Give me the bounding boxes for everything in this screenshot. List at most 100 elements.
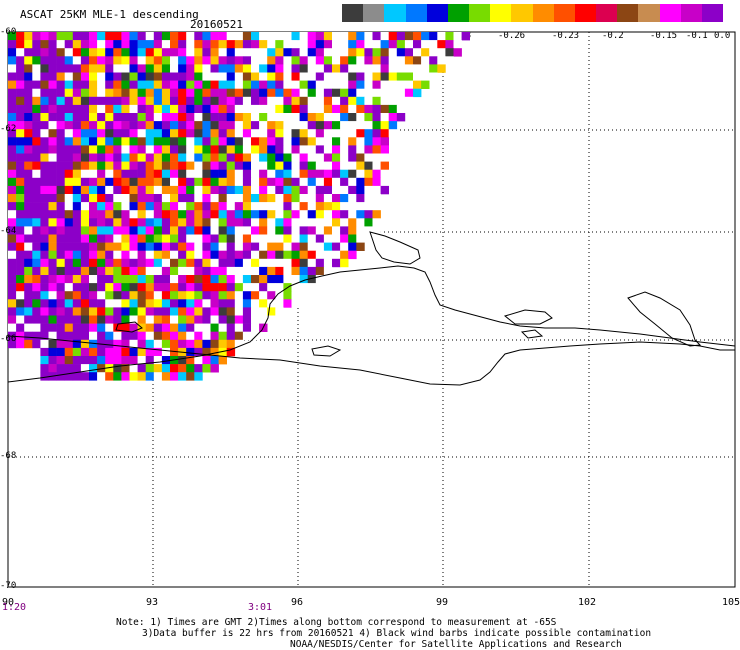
data-cell bbox=[194, 210, 203, 219]
data-cell bbox=[32, 72, 41, 81]
data-cell bbox=[259, 242, 268, 251]
data-cell bbox=[121, 32, 130, 41]
data-cell bbox=[242, 161, 252, 170]
data-cell bbox=[218, 210, 227, 219]
data-cell bbox=[121, 202, 130, 211]
data-cell bbox=[275, 307, 284, 316]
data-cell bbox=[364, 113, 373, 122]
data-cell bbox=[307, 169, 317, 179]
data-cell bbox=[137, 266, 146, 276]
data-cell bbox=[16, 48, 25, 57]
data-cell bbox=[137, 218, 146, 227]
data-cell bbox=[218, 323, 227, 332]
data-cell bbox=[210, 356, 219, 365]
data-cell bbox=[145, 364, 155, 373]
data-cell bbox=[89, 234, 98, 243]
data-cell bbox=[137, 347, 146, 357]
data-cell bbox=[291, 283, 300, 292]
data-cell bbox=[275, 121, 284, 130]
data-cell bbox=[202, 234, 211, 243]
data-cell bbox=[242, 226, 252, 235]
data-cell bbox=[113, 80, 122, 89]
data-cell bbox=[194, 242, 203, 251]
data-cell bbox=[291, 64, 300, 73]
data-cell bbox=[283, 32, 292, 41]
data-cell bbox=[89, 283, 98, 292]
data-cell bbox=[105, 177, 114, 187]
data-cell bbox=[251, 258, 260, 268]
data-cell bbox=[234, 323, 244, 332]
data-cell bbox=[291, 72, 300, 81]
data-cell bbox=[16, 32, 25, 41]
data-cell bbox=[64, 266, 74, 276]
data-cell bbox=[202, 266, 211, 276]
data-cell bbox=[259, 48, 268, 57]
data-cell bbox=[234, 242, 244, 251]
data-cell bbox=[145, 202, 155, 211]
data-cell bbox=[210, 258, 219, 268]
color-scale-swatch bbox=[574, 4, 597, 22]
color-scale-swatch bbox=[342, 4, 364, 22]
data-cell bbox=[80, 234, 90, 243]
data-cell bbox=[178, 121, 187, 130]
data-cell bbox=[137, 275, 146, 284]
data-cell bbox=[8, 283, 17, 292]
data-cell bbox=[170, 64, 179, 73]
data-cell bbox=[105, 331, 114, 341]
data-cell bbox=[323, 250, 333, 260]
data-cell bbox=[129, 291, 138, 300]
data-cell bbox=[16, 307, 25, 316]
data-cell bbox=[299, 161, 308, 170]
data-cell bbox=[32, 194, 41, 203]
data-cell bbox=[372, 137, 381, 146]
data-cell bbox=[186, 275, 195, 284]
data-cell bbox=[186, 331, 195, 341]
data-cell bbox=[32, 113, 41, 122]
data-cell bbox=[291, 96, 300, 106]
data-cell bbox=[56, 226, 65, 235]
data-cell bbox=[32, 202, 41, 211]
data-cell bbox=[40, 242, 49, 251]
data-cell bbox=[89, 226, 98, 235]
data-cell bbox=[170, 347, 179, 357]
data-cell bbox=[64, 80, 74, 89]
data-cell bbox=[72, 299, 82, 308]
data-cell bbox=[259, 226, 268, 235]
data-cell bbox=[275, 177, 284, 187]
data-cell bbox=[299, 275, 308, 284]
data-cell bbox=[170, 80, 179, 89]
data-cell bbox=[8, 40, 17, 49]
data-cell bbox=[291, 48, 300, 57]
data-cell bbox=[153, 202, 163, 211]
data-cell bbox=[283, 88, 292, 98]
data-cell bbox=[121, 339, 130, 349]
data-cell bbox=[170, 258, 179, 268]
data-cell bbox=[8, 72, 17, 81]
data-cell bbox=[307, 104, 317, 114]
data-cell bbox=[332, 210, 341, 219]
data-cell bbox=[105, 258, 114, 268]
data-cell bbox=[251, 331, 260, 341]
data-cell bbox=[218, 104, 227, 114]
data-cell bbox=[8, 258, 17, 268]
data-cell bbox=[234, 72, 244, 81]
data-cell bbox=[105, 80, 114, 89]
data-cell bbox=[194, 307, 203, 316]
data-cell bbox=[105, 185, 114, 195]
data-cell bbox=[251, 169, 260, 179]
data-cell bbox=[437, 48, 446, 57]
data-cell bbox=[259, 129, 268, 138]
data-cell bbox=[97, 145, 106, 154]
data-cell bbox=[80, 202, 90, 211]
data-cell bbox=[226, 283, 236, 292]
data-cell bbox=[129, 104, 138, 114]
data-cell bbox=[170, 250, 179, 260]
data-cell bbox=[113, 266, 122, 276]
data-cell bbox=[16, 121, 25, 130]
data-cell bbox=[161, 234, 171, 243]
data-cell bbox=[121, 210, 130, 219]
data-cell bbox=[315, 218, 325, 227]
data-cell bbox=[48, 202, 57, 211]
data-cell bbox=[80, 364, 90, 373]
data-cell bbox=[323, 242, 333, 251]
